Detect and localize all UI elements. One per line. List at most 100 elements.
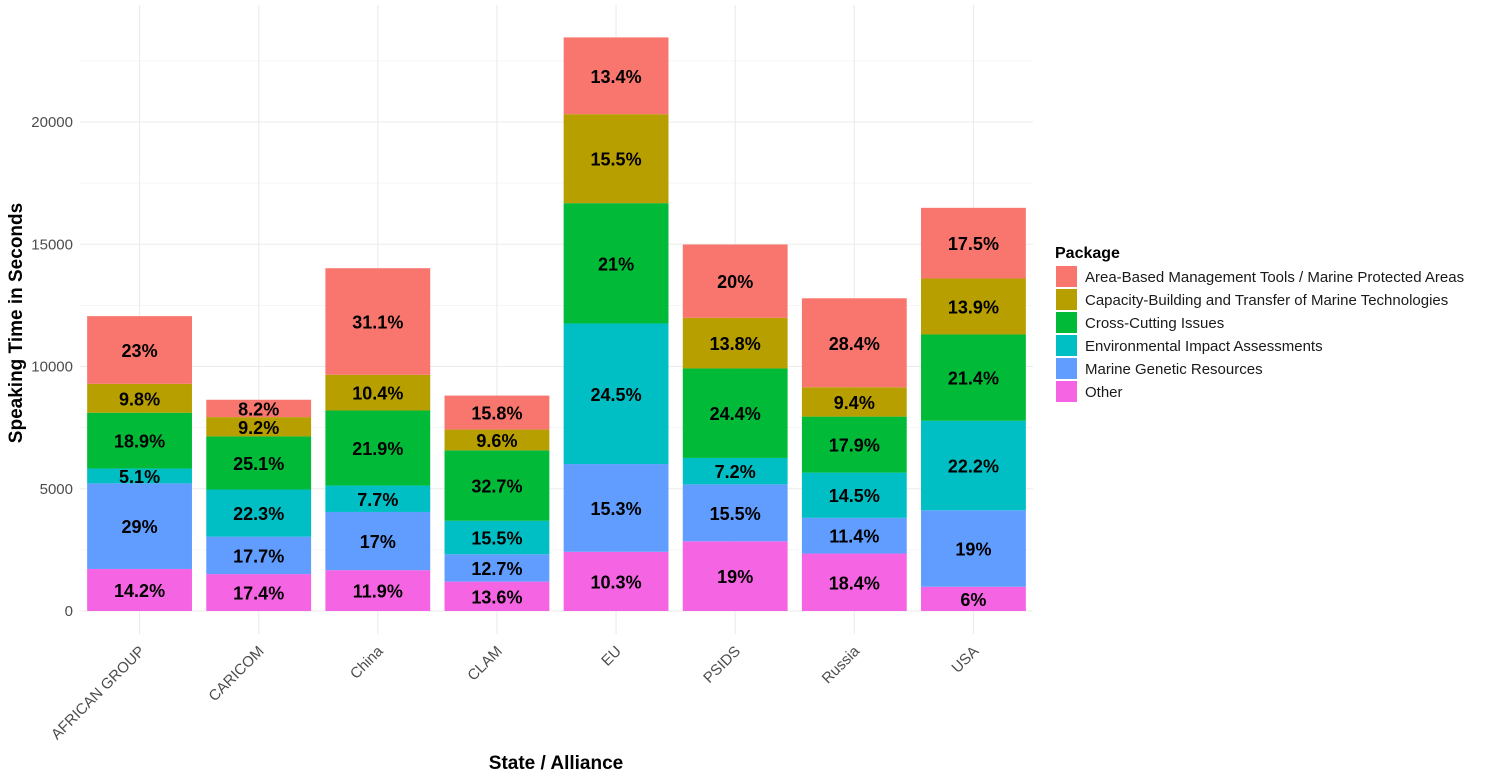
- bar-segment: [801, 416, 907, 473]
- legend-swatch: [1056, 358, 1077, 379]
- legend: Package Area-Based Management Tools / Ma…: [1055, 245, 1464, 402]
- data-label: 6%: [960, 590, 986, 610]
- data-label: 7.7%: [357, 490, 398, 510]
- bar-segment: [87, 483, 192, 569]
- data-label: 29%: [122, 517, 158, 537]
- bar-segment: [563, 323, 669, 465]
- data-label: 7.2%: [715, 462, 756, 482]
- data-label: 23%: [122, 341, 158, 361]
- bar-segment: [921, 334, 1026, 421]
- data-label: 24.5%: [591, 385, 642, 405]
- legend-swatch: [1056, 335, 1077, 356]
- bar-segment: [801, 298, 907, 388]
- y-tick-label: 10000: [31, 359, 73, 376]
- bar-segment: [87, 412, 192, 469]
- legend-swatch: [1056, 312, 1077, 333]
- data-label: 18.9%: [114, 432, 165, 452]
- bar-segment: [325, 410, 431, 486]
- legend-label: Area-Based Management Tools / Marine Pro…: [1085, 269, 1464, 286]
- data-label: 9.4%: [834, 393, 875, 413]
- x-tick-label: AFRICAN GROUP: [48, 643, 148, 743]
- x-tick-label: PSIDS: [700, 643, 744, 687]
- bar-segment: [206, 436, 312, 490]
- legend-label: Marine Genetic Resources: [1085, 361, 1263, 378]
- x-tick-label: CARICOM: [205, 643, 267, 705]
- data-label: 8.2%: [238, 399, 279, 419]
- legend-item: Other: [1056, 381, 1123, 402]
- bar-stack: 10.3% 15.3% 24.5% 21% 15.5% 13.4%: [563, 37, 669, 611]
- x-tick-label: CLAM: [464, 643, 505, 684]
- bar-segment: [801, 387, 907, 417]
- bar-segment: [444, 450, 550, 521]
- data-label: 15.3%: [591, 499, 642, 519]
- y-tick-label: 15000: [31, 236, 73, 253]
- bar-segment: [921, 586, 1026, 611]
- data-label: 9.2%: [238, 418, 279, 438]
- data-label: 15.5%: [710, 504, 761, 524]
- data-label: 11.4%: [829, 527, 879, 547]
- x-tick-label: EU: [598, 643, 625, 670]
- data-label: 13.6%: [471, 587, 522, 607]
- bar-segment: [921, 278, 1026, 335]
- bar-segment: [325, 511, 431, 571]
- data-label: 22.2%: [948, 457, 999, 477]
- data-label: 14.2%: [114, 581, 165, 601]
- legend-item: Cross-Cutting Issues: [1056, 312, 1224, 333]
- data-label: 17.5%: [948, 234, 999, 254]
- bar-segment: [682, 484, 788, 542]
- legend-label: Other: [1085, 384, 1123, 401]
- bar-segment: [87, 316, 192, 384]
- data-label: 14.5%: [829, 486, 880, 506]
- bar-stack: 19% 15.5% 7.2% 24.4% 13.8% 20%: [682, 244, 788, 611]
- data-label: 12.7%: [471, 559, 522, 579]
- bar-segment: [87, 468, 192, 484]
- bar-stack: 17.4% 17.7% 22.3% 25.1% 9.2%8.2%: [206, 399, 312, 611]
- data-label: 20%: [717, 272, 753, 292]
- bar-segment: [444, 520, 550, 555]
- data-label: 13.4%: [591, 67, 642, 87]
- y-tick-label: 5000: [40, 481, 73, 498]
- data-label: 22.3%: [233, 504, 284, 524]
- bar-segment: [444, 554, 550, 582]
- data-label: 17.7%: [233, 546, 284, 566]
- y-tick-label: 20000: [31, 114, 73, 131]
- bar-segment: [325, 485, 431, 512]
- bar-segment: [682, 457, 788, 485]
- bar-segment: [921, 207, 1026, 279]
- legend-swatch: [1056, 266, 1077, 287]
- data-label: 15.8%: [471, 404, 522, 424]
- legend-title: Package: [1055, 245, 1120, 262]
- data-label: 10.4%: [352, 384, 403, 404]
- data-label: 17%: [360, 532, 396, 552]
- bar-segment: [444, 395, 550, 430]
- data-label: 5.1%: [119, 467, 160, 487]
- bar-segment: [206, 489, 312, 537]
- data-label: 18.4%: [829, 573, 880, 593]
- data-label: 21.4%: [948, 369, 999, 389]
- bar-segment: [801, 517, 907, 554]
- bar-segment: [325, 570, 431, 611]
- data-label: 19%: [955, 540, 991, 560]
- x-tick-label: USA: [948, 643, 982, 677]
- bar-segment: [563, 464, 669, 552]
- data-label: 31.1%: [352, 313, 403, 333]
- bar-segment: [206, 417, 312, 437]
- data-label: 25.1%: [233, 454, 284, 474]
- y-tick-label: 0: [65, 603, 73, 620]
- bar-segment: [563, 203, 669, 324]
- bar-segment: [325, 268, 431, 375]
- bar-stack: 13.6% 12.7% 15.5% 32.7% 9.6% 15.8%: [444, 395, 550, 611]
- bars-layer: 14.2% 29% 5.1% 18.9% 9.8% 23% 17.4% 17.7% 22.3% 2…: [87, 37, 1026, 611]
- bar-stack: 14.2% 29% 5.1% 18.9% 9.8% 23%: [87, 316, 192, 611]
- bar-segment: [87, 383, 192, 413]
- data-label: 32.7%: [471, 477, 522, 497]
- bar-stack: 18.4% 11.4% 14.5% 17.9% 9.4% 28.4%: [801, 298, 907, 611]
- bar-segment: [563, 114, 669, 204]
- bar-stack: 11.9% 17% 7.7% 21.9% 10.4% 31.1%: [325, 268, 431, 611]
- bar-segment: [206, 536, 312, 575]
- data-label: 21.9%: [352, 439, 403, 459]
- data-label: 19%: [717, 567, 753, 587]
- x-axis-ticks: AFRICAN GROUP CARICOM China CLAM EU PSIDS Russ…: [48, 642, 982, 743]
- data-label: 28.4%: [829, 334, 880, 354]
